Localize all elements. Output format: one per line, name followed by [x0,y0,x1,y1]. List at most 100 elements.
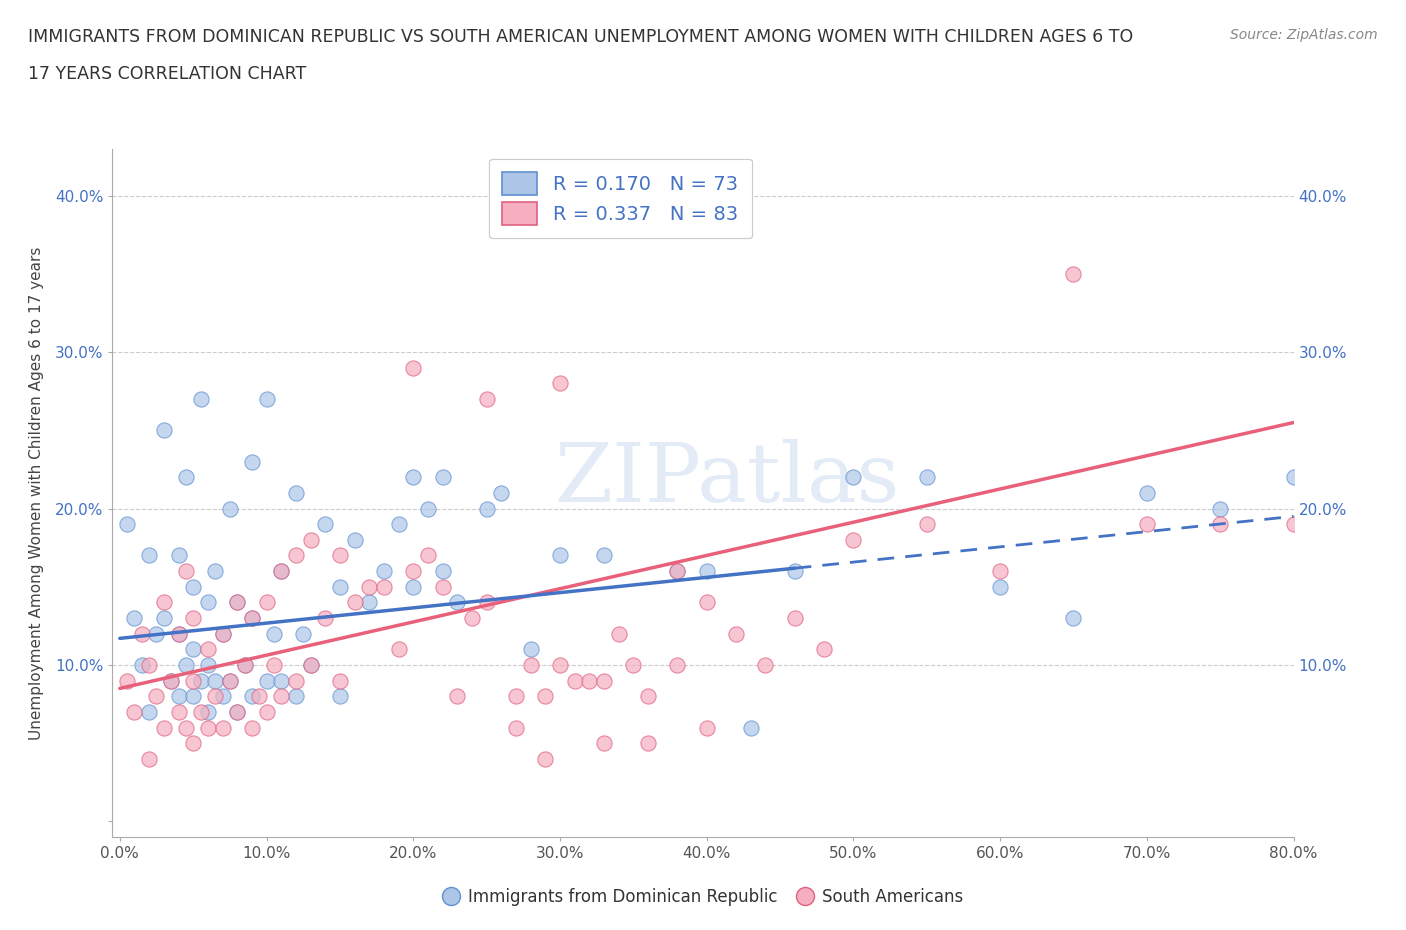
Point [226,595,249,610]
Point [218,501,240,516]
Point [621,658,644,672]
Point [593,673,616,688]
Point [534,751,557,766]
Point [329,548,352,563]
Point [475,501,498,516]
Point [226,704,249,719]
Point [446,689,468,704]
Point [284,689,307,704]
Point [548,658,571,672]
Point [505,689,527,704]
Text: Source: ZipAtlas.com: Source: ZipAtlas.com [1230,28,1378,42]
Legend: Immigrants from Dominican Republic, South Americans: Immigrants from Dominican Republic, Sout… [436,881,970,912]
Point [167,626,190,641]
Point [1282,470,1305,485]
Point [637,689,659,704]
Point [754,658,776,672]
Point [240,720,263,735]
Point [491,485,513,500]
Legend: R = 0.170   N = 73, R = 0.337   N = 83: R = 0.170 N = 73, R = 0.337 N = 83 [489,158,752,238]
Point [181,579,204,594]
Point [292,626,315,641]
Point [153,611,176,626]
Y-axis label: Unemployment Among Women with Children Ages 6 to 17 years: Unemployment Among Women with Children A… [30,246,44,739]
Text: IMMIGRANTS FROM DOMINICAN REPUBLIC VS SOUTH AMERICAN UNEMPLOYMENT AMONG WOMEN WI: IMMIGRANTS FROM DOMINICAN REPUBLIC VS SO… [28,28,1133,46]
Point [226,704,249,719]
Point [607,626,630,641]
Point [167,689,190,704]
Point [402,470,425,485]
Point [915,517,938,532]
Point [204,673,226,688]
Point [197,595,219,610]
Point [197,642,219,657]
Point [153,423,176,438]
Point [666,564,689,578]
Point [666,658,689,672]
Point [145,626,167,641]
Point [1209,501,1232,516]
Point [153,720,176,735]
Point [696,720,718,735]
Point [359,595,381,610]
Point [263,658,285,672]
Point [1062,267,1084,282]
Point [263,626,285,641]
Point [621,219,644,234]
Point [124,611,146,626]
Point [1062,611,1084,626]
Point [740,720,762,735]
Point [270,673,292,688]
Point [783,611,806,626]
Point [1209,517,1232,532]
Point [373,564,395,578]
Point [432,470,454,485]
Point [256,704,278,719]
Point [387,517,409,532]
Point [233,658,256,672]
Point [475,595,498,610]
Point [145,689,167,704]
Point [402,579,425,594]
Point [329,689,352,704]
Point [115,673,138,688]
Point [842,470,865,485]
Point [416,548,439,563]
Point [204,689,226,704]
Text: 17 YEARS CORRELATION CHART: 17 YEARS CORRELATION CHART [28,65,307,83]
Point [813,642,835,657]
Point [446,595,468,610]
Point [211,689,233,704]
Point [343,532,366,547]
Point [138,658,160,672]
Point [256,595,278,610]
Point [240,611,263,626]
Point [314,611,336,626]
Point [174,658,197,672]
Point [181,689,204,704]
Point [578,673,600,688]
Point [432,564,454,578]
Point [167,626,190,641]
Point [256,673,278,688]
Point [783,564,806,578]
Point [181,611,204,626]
Point [329,579,352,594]
Point [256,392,278,406]
Point [299,532,322,547]
Point [548,548,571,563]
Point [915,470,938,485]
Point [299,658,322,672]
Point [988,564,1011,578]
Point [432,579,454,594]
Point [988,579,1011,594]
Point [329,673,352,688]
Point [247,689,270,704]
Text: ZIPatlas: ZIPatlas [554,439,900,519]
Point [218,673,240,688]
Point [1282,517,1305,532]
Point [270,564,292,578]
Point [519,658,541,672]
Point [138,704,160,719]
Point [724,626,747,641]
